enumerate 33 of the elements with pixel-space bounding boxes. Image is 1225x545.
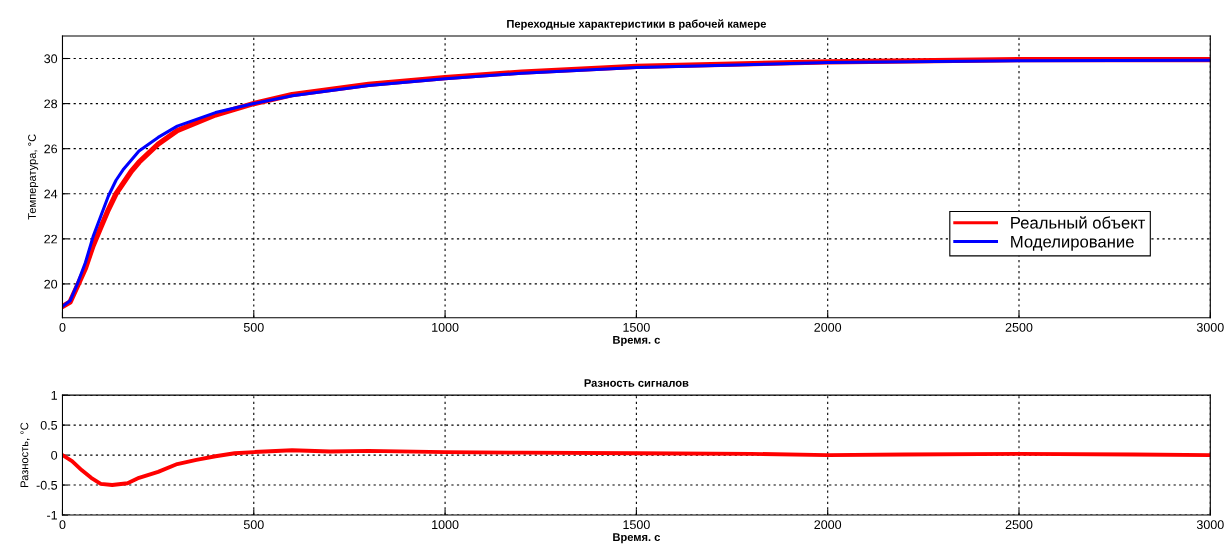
x-tick-label: 0 [59,322,66,332]
y-tick-label: 22 [44,234,57,244]
x-tick-label: 1500 [623,322,650,332]
x-axis-title: Время. с [613,533,661,544]
x-axis-title: Время. с [613,336,661,346]
y-axis-title: Температура, °C [28,134,39,220]
y-tick-label: 20 [44,279,58,289]
chart-title: Переходные характеристики в рабочей камере [507,19,767,30]
y-axis-title: Разность, °C [20,422,30,487]
y-tick-label: 26 [44,144,58,154]
x-tick-label: 2500 [1005,322,1033,332]
x-tick-label: 2000 [814,520,842,530]
legend-label: Моделирование [1011,235,1134,251]
y-tick-label: -1 [47,510,58,520]
legend-label: Реальный объект [1011,216,1146,229]
y-tick-label: 0.5 [40,420,58,430]
chart-title: Разность сигналов [584,379,689,387]
y-tick-label: 0 [51,450,58,460]
x-tick-label: 2500 [1005,520,1033,530]
y-tick-label: 24 [44,189,58,199]
x-tick-label: 3000 [1196,520,1224,530]
x-tick-label: 2000 [814,322,842,332]
x-tick-label: 500 [243,322,264,332]
x-tick-label: 1000 [432,322,459,332]
y-tick-label: -0.5 [36,480,58,490]
y-tick-label: 30 [44,54,58,64]
x-tick-label: 1000 [432,520,459,530]
x-tick-label: 3000 [1196,322,1224,332]
x-tick-label: 1500 [623,520,650,530]
y-tick-label: 1 [51,391,57,400]
x-tick-label: 0 [59,520,66,530]
x-tick-label: 500 [243,520,264,530]
y-tick-label: 28 [44,99,58,109]
